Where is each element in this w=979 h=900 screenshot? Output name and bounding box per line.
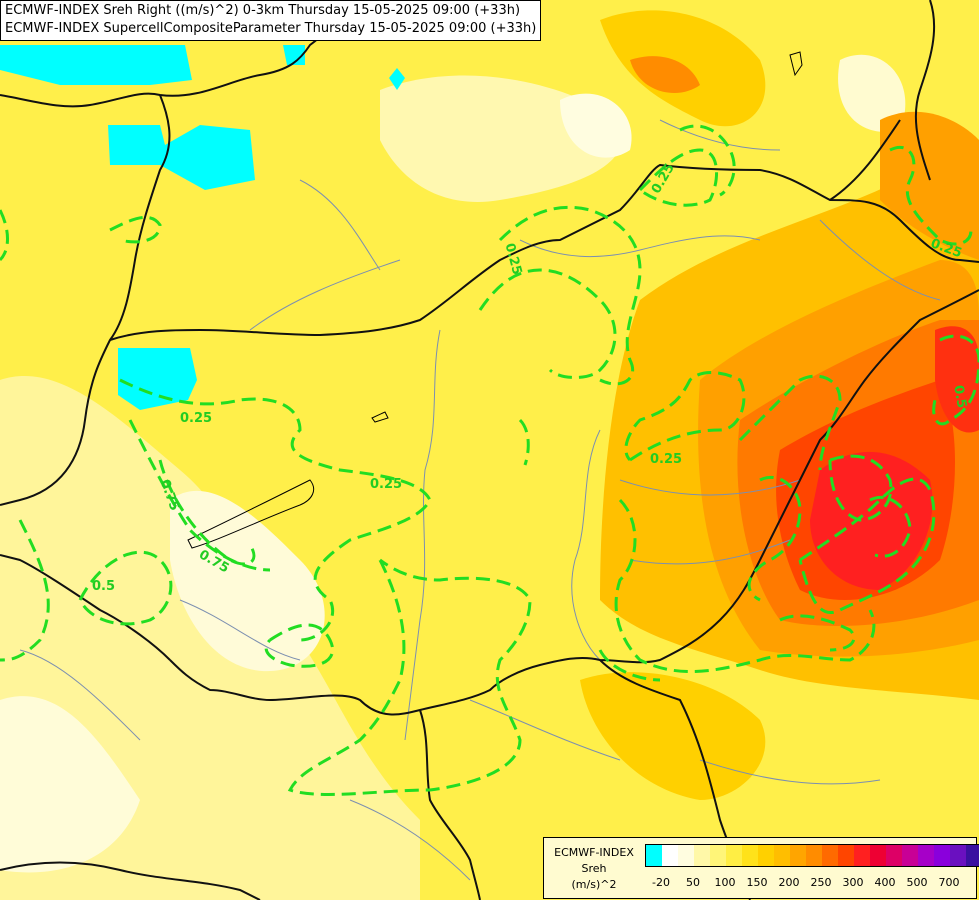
legend-tick-label: 700 <box>938 876 960 889</box>
contour-label: 0.25 <box>180 411 212 426</box>
legend-swatch <box>966 845 979 866</box>
legend-swatch <box>678 845 694 866</box>
legend-tick-label: 150 <box>746 876 768 889</box>
legend-swatch <box>886 845 902 866</box>
legend-swatch <box>918 845 934 866</box>
contour-label: 0.5 <box>92 579 115 594</box>
legend-tick-label: 400 <box>874 876 896 889</box>
field-orange-south <box>580 672 766 800</box>
legend-swatch <box>838 845 854 866</box>
legend-swatch <box>726 845 742 866</box>
legend-tick-label: 500 <box>906 876 928 889</box>
legend-swatch <box>774 845 790 866</box>
contour-label: 0.25 <box>370 477 402 492</box>
river-lines <box>19 119 941 881</box>
map-title-line-1: ECMWF-INDEX Sreh Right ((m/s)^2) 0-3km T… <box>5 3 521 18</box>
map-title-box: ECMWF-INDEX Sreh Right ((m/s)^2) 0-3km T… <box>0 0 542 41</box>
field-light-east <box>838 54 906 132</box>
legend-tick-label: 200 <box>778 876 800 889</box>
water-patch-3 <box>283 45 305 65</box>
legend-swatch <box>646 845 662 866</box>
legend-swatch <box>694 845 710 866</box>
water-patch-4 <box>389 68 405 90</box>
legend-variable: Sreh <box>581 862 607 875</box>
legend-ticks: -20 50 100 150 200 250 300 400 500 700 <box>645 876 975 890</box>
legend-swatch <box>870 845 886 866</box>
color-legend: ECMWF-INDEX Sreh (m/s)^2 -20 50 100 150 200 2… <box>543 837 979 899</box>
field-orange-north-core <box>630 56 700 93</box>
lake-outline <box>187 479 315 549</box>
legend-source: ECMWF-INDEX <box>554 846 634 859</box>
legend-tick-label: 300 <box>842 876 864 889</box>
field-red-ne <box>935 326 979 433</box>
legend-swatch <box>806 845 822 866</box>
legend-swatch <box>710 845 726 866</box>
legend-swatch <box>902 845 918 866</box>
legend-swatches <box>645 844 979 867</box>
water-patch-5 <box>118 348 197 410</box>
field-light-sw <box>0 696 140 873</box>
contour-label: 0.5 <box>950 384 969 409</box>
legend-swatch <box>950 845 966 866</box>
small-lake-2 <box>789 51 803 77</box>
legend-tick-label: 250 <box>810 876 832 889</box>
legend-swatch <box>854 845 870 866</box>
field-orange-ne-strip <box>880 111 979 260</box>
scp-contours <box>0 124 979 796</box>
legend-unit: (m/s)^2 <box>571 878 617 891</box>
legend-swatch <box>822 845 838 866</box>
contour-label: 0.25 <box>650 452 682 467</box>
legend-tick-label: -20 <box>652 876 670 889</box>
small-lake <box>371 411 389 423</box>
legend-swatch <box>790 845 806 866</box>
legend-tick-label: 50 <box>686 876 700 889</box>
map-title-line-2: ECMWF-INDEX SupercellCompositeParameter … <box>5 21 537 36</box>
water-patch-1 <box>0 45 192 85</box>
water-patch-2 <box>108 125 255 190</box>
legend-tick-label: 100 <box>714 876 736 889</box>
field-light-nw <box>560 93 632 158</box>
legend-swatch <box>758 845 774 866</box>
field-red-core <box>810 451 933 590</box>
legend-swatch <box>662 845 678 866</box>
field-light-center <box>170 490 325 672</box>
legend-swatch <box>742 845 758 866</box>
legend-swatch <box>934 845 950 866</box>
